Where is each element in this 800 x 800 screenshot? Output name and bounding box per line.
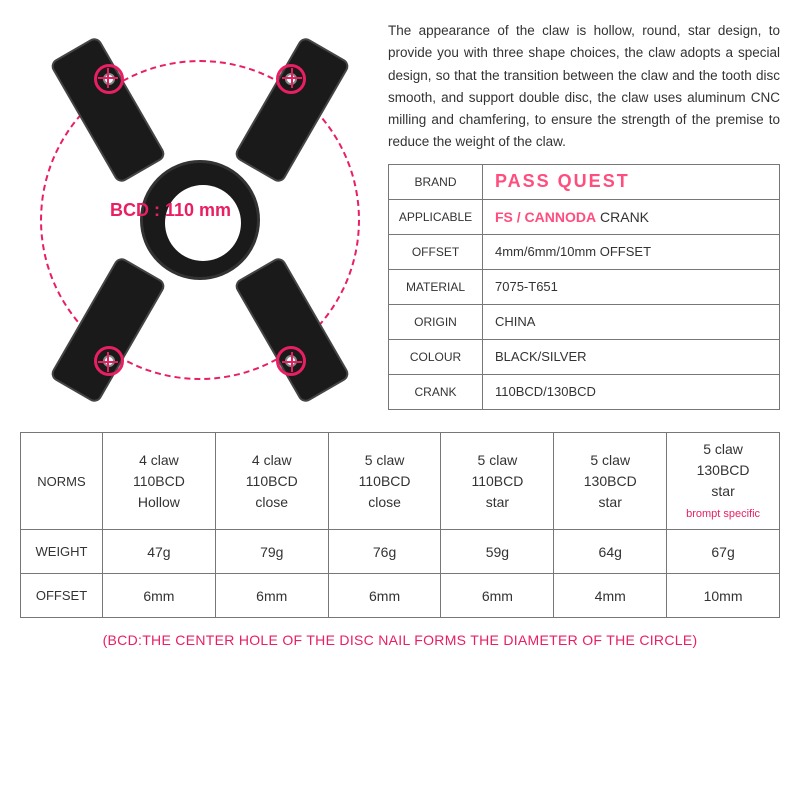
- product-description: The appearance of the claw is hollow, ro…: [388, 20, 780, 154]
- table-cell: 5 claw130BCDstar: [554, 433, 667, 530]
- top-section: BCD : 110 mm The appearance of the claw …: [20, 20, 780, 420]
- table-cell: 5 claw110BCDclose: [328, 433, 441, 530]
- spec-value: 110BCD/130BCD: [483, 374, 780, 409]
- table-cell: 10mm: [667, 574, 780, 618]
- table-cell: 76g: [328, 530, 441, 574]
- spec-value: BLACK/SILVER: [483, 339, 780, 374]
- footer-note: (BCD:THE CENTER HOLE OF THE DISC NAIL FO…: [20, 632, 780, 648]
- table-cell: 47g: [103, 530, 216, 574]
- table-cell: 67g: [667, 530, 780, 574]
- spec-label: COLOUR: [389, 339, 483, 374]
- spec-label: MATERIAL: [389, 269, 483, 304]
- table-cell: OFFSET: [21, 574, 103, 618]
- spec-label: OFFSET: [389, 234, 483, 269]
- table-cell: 6mm: [441, 574, 554, 618]
- bolt-hole-icon: [94, 346, 124, 376]
- bolt-hole-icon: [94, 64, 124, 94]
- bcd-label: BCD : 110 mm: [110, 200, 231, 221]
- spec-label: ORIGIN: [389, 304, 483, 339]
- table-cell: NORMS: [21, 433, 103, 530]
- spec-label: APPLICABLE: [389, 199, 483, 234]
- spec-label: CRANK: [389, 374, 483, 409]
- table-cell: 6mm: [328, 574, 441, 618]
- table-cell: 59g: [441, 530, 554, 574]
- table-cell: 6mm: [215, 574, 328, 618]
- table-cell: WEIGHT: [21, 530, 103, 574]
- right-column: The appearance of the claw is hollow, ro…: [388, 20, 780, 420]
- spec-label: BRAND: [389, 164, 483, 199]
- spec-value: 4mm/6mm/10mm OFFSET: [483, 234, 780, 269]
- spec-value: CHINA: [483, 304, 780, 339]
- table-cell: 5 claw110BCDstar: [441, 433, 554, 530]
- table-cell: 64g: [554, 530, 667, 574]
- spec-value: PASS QUEST: [483, 164, 780, 199]
- table-cell: 4mm: [554, 574, 667, 618]
- table-cell: 5 claw130BCDstarbrompt specific: [667, 433, 780, 530]
- table-cell: 79g: [215, 530, 328, 574]
- spec-table: BRANDPASS QUESTAPPLICABLEFS / CANNODA CR…: [388, 164, 780, 410]
- bolt-hole-icon: [276, 346, 306, 376]
- spec-value: FS / CANNODA CRANK: [483, 199, 780, 234]
- table-cell: 4 claw110BCDHollow: [103, 433, 216, 530]
- spec-value: 7075-T651: [483, 269, 780, 304]
- product-image: BCD : 110 mm: [20, 20, 380, 420]
- table-cell: 6mm: [103, 574, 216, 618]
- norms-table: NORMS4 claw110BCDHollow4 claw110BCDclose…: [20, 432, 780, 618]
- table-cell: 4 claw110BCDclose: [215, 433, 328, 530]
- bolt-hole-icon: [276, 64, 306, 94]
